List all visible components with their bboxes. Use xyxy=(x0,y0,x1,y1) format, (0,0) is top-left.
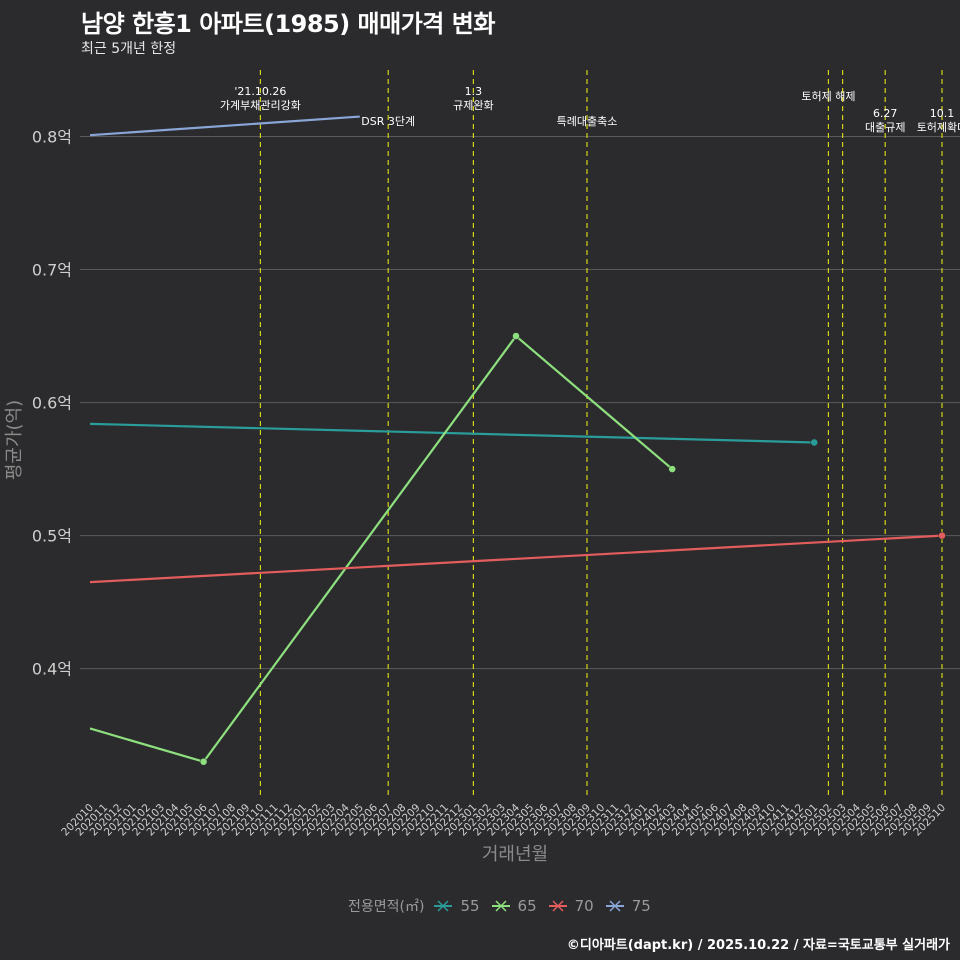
event-label: 규제완화 xyxy=(453,99,493,112)
event-layer xyxy=(259,70,943,795)
series-line-75 xyxy=(89,115,360,137)
series-line-55 xyxy=(89,422,815,444)
data-point-70 xyxy=(938,531,946,540)
grid-layer xyxy=(80,136,960,670)
event-label: 특례대출축소 xyxy=(557,115,618,128)
legend-key-65-icon xyxy=(491,900,510,912)
legend-item-55: 55 xyxy=(432,895,480,917)
legend-label-75: 75 xyxy=(631,897,651,915)
series-line-65 xyxy=(89,334,673,763)
data-point-65 xyxy=(668,465,676,473)
event-label: 토허제 해제 xyxy=(801,89,855,103)
legend-key-70-icon xyxy=(548,900,567,912)
legend: 전용면적(㎡) 55 65 70 75 xyxy=(348,895,661,917)
legend-item-70: 70 xyxy=(547,895,594,917)
legend-item-65: 65 xyxy=(490,895,537,917)
event-label: 6.27 xyxy=(873,107,898,120)
series-line-70 xyxy=(89,534,943,584)
y-tick-label: 0.8억 xyxy=(32,128,72,147)
event-label: '21.10.26 xyxy=(234,85,286,98)
legend-label-55: 55 xyxy=(460,897,480,915)
data-point-65 xyxy=(199,757,208,766)
event-label: 1.3 xyxy=(465,85,483,98)
event-label: 가계부채관리강화 xyxy=(220,99,301,112)
data-point-65 xyxy=(512,332,520,340)
event-label: DSR 3단계 xyxy=(361,115,415,128)
axis-layer: 0.4억0.5억0.6억0.7억0.8억20201020201120201220… xyxy=(32,128,948,839)
y-tick-label: 0.4억 xyxy=(32,660,72,679)
chart-title: 남양 한흥1 아파트(1985) 매매가격 변화 xyxy=(81,10,495,38)
legend-label-65: 65 xyxy=(517,897,537,915)
legend-key-55-icon xyxy=(434,900,453,912)
legend-item-75: 75 xyxy=(604,895,651,917)
event-label: 10.1 xyxy=(930,107,955,120)
y-axis-title: 평균가(억) xyxy=(4,400,25,480)
event-label: 대출규제 xyxy=(865,121,905,134)
legend-key-75-icon xyxy=(605,900,624,912)
x-axis-title: 거래년월 xyxy=(482,844,548,865)
source-caption: ©디아파트(dapt.kr) / 2025.10.22 / 자료=국토교통부 실… xyxy=(566,938,950,953)
y-tick-label: 0.6억 xyxy=(32,394,72,413)
event-label: 토허제확대 xyxy=(917,121,960,134)
chart-subtitle: 최근 5개년 한정 xyxy=(81,41,177,57)
legend-label-70: 70 xyxy=(574,897,594,915)
y-tick-label: 0.5억 xyxy=(32,527,72,546)
series-layer xyxy=(89,115,946,766)
data-point-55 xyxy=(810,438,818,447)
legend-title: 전용면적(㎡) xyxy=(348,899,425,915)
y-tick-label: 0.7억 xyxy=(32,261,72,280)
